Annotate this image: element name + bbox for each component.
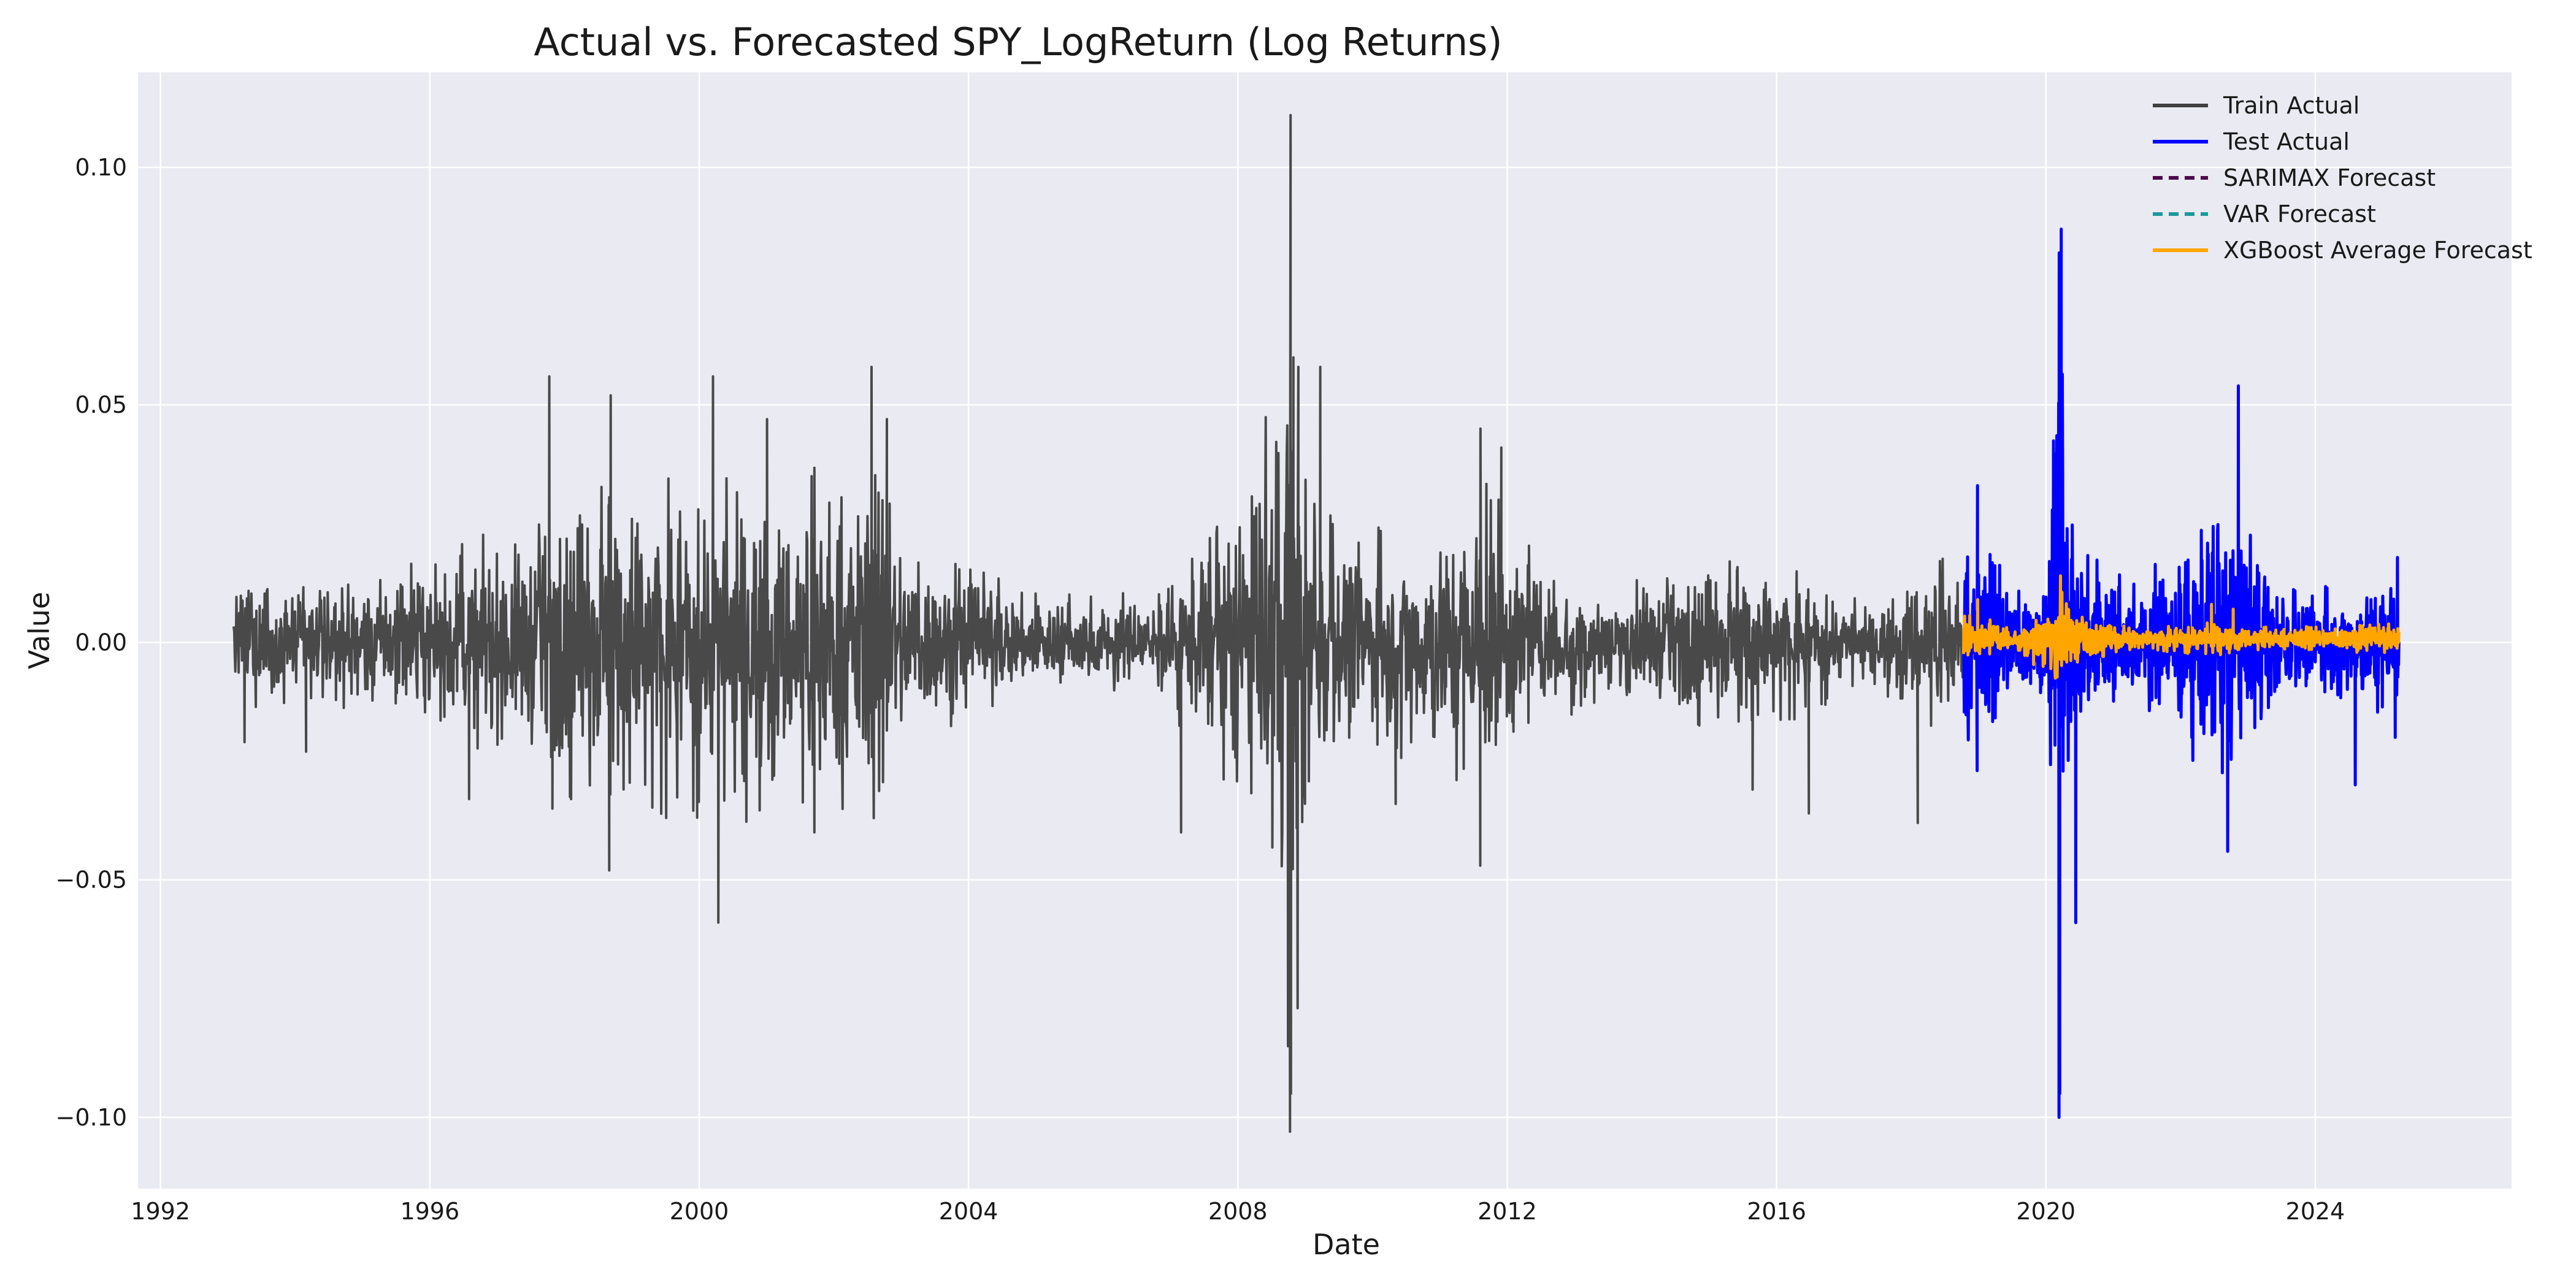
y-tick-label: −0.05 (56, 867, 127, 894)
x-tick-label: 2000 (670, 1198, 729, 1225)
legend-label-sarimax: SARIMAX Forecast (2223, 164, 2436, 191)
legend: Train Actual Test Actual SARIMAX Forecast V… (2153, 92, 2532, 264)
x-tick-label: 2016 (1747, 1198, 1806, 1225)
legend-label-test: Test Actual (2223, 128, 2350, 155)
y-axis-label: Value (23, 592, 56, 669)
series-line-train (232, 113, 1965, 1133)
series-layer (232, 113, 2401, 1133)
y-tick-labels: 0.10 0.05 0.00 −0.05 −0.10 (56, 154, 127, 1131)
legend-label-xgboost: XGBoost Average Forecast (2223, 237, 2532, 264)
x-tick-label: 2012 (1478, 1198, 1537, 1225)
x-tick-labels: 1992 1996 2000 2004 2008 2012 2016 2020 2024 (131, 1198, 2345, 1225)
legend-label-var: VAR Forecast (2223, 201, 2376, 228)
x-tick-label: 2024 (2286, 1198, 2345, 1225)
x-tick-label: 1996 (400, 1198, 459, 1225)
x-axis-label: Date (1313, 1228, 1380, 1261)
x-tick-label: 2008 (1208, 1198, 1268, 1225)
y-tick-label: 0.05 (75, 391, 127, 418)
x-tick-label: 1992 (131, 1198, 190, 1225)
y-tick-label: 0.10 (75, 154, 127, 181)
x-tick-label: 2004 (939, 1198, 999, 1225)
series-line-xgboost (1961, 574, 2401, 680)
chart-title: Actual vs. Forecasted SPY_LogReturn (Log… (534, 20, 1502, 64)
y-tick-label: −0.10 (56, 1104, 127, 1131)
x-tick-label: 2020 (2016, 1198, 2076, 1225)
y-tick-label: 0.00 (75, 629, 127, 656)
legend-label-train: Train Actual (2223, 92, 2359, 119)
